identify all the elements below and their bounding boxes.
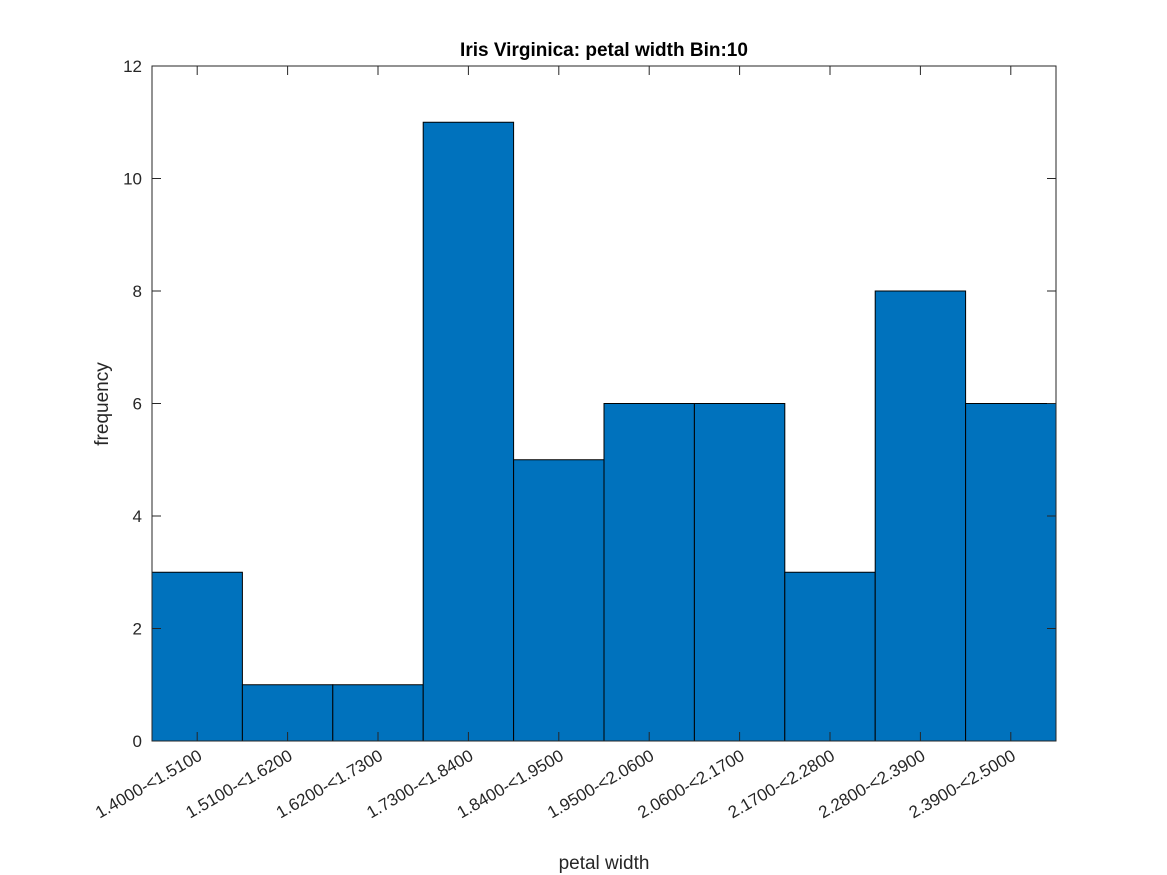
y-tick-label: 10 [123, 170, 142, 189]
chart-title: Iris Virginica: petal width Bin:10 [460, 40, 748, 61]
bar-2 [241, 684, 334, 742]
x-axis-label: petal width [559, 853, 650, 874]
bar-5 [513, 459, 605, 742]
bars-group [151, 121, 1057, 742]
y-tick-label: 6 [133, 395, 142, 414]
y-tick-label: 0 [133, 732, 142, 751]
bar-7 [693, 403, 786, 742]
y-tick-label: 4 [133, 507, 142, 526]
bar-6 [603, 403, 695, 742]
y-tick-label: 8 [133, 282, 142, 301]
bar-10 [965, 403, 1057, 742]
y-tick-label: 2 [133, 620, 142, 639]
bar-4 [422, 121, 515, 742]
bar-8 [784, 571, 876, 742]
bar-1 [151, 571, 243, 742]
bar-3 [332, 684, 424, 742]
y-tick-label: 12 [123, 57, 142, 76]
y-axis-label: frequency [92, 362, 113, 446]
bar-9 [874, 290, 967, 742]
